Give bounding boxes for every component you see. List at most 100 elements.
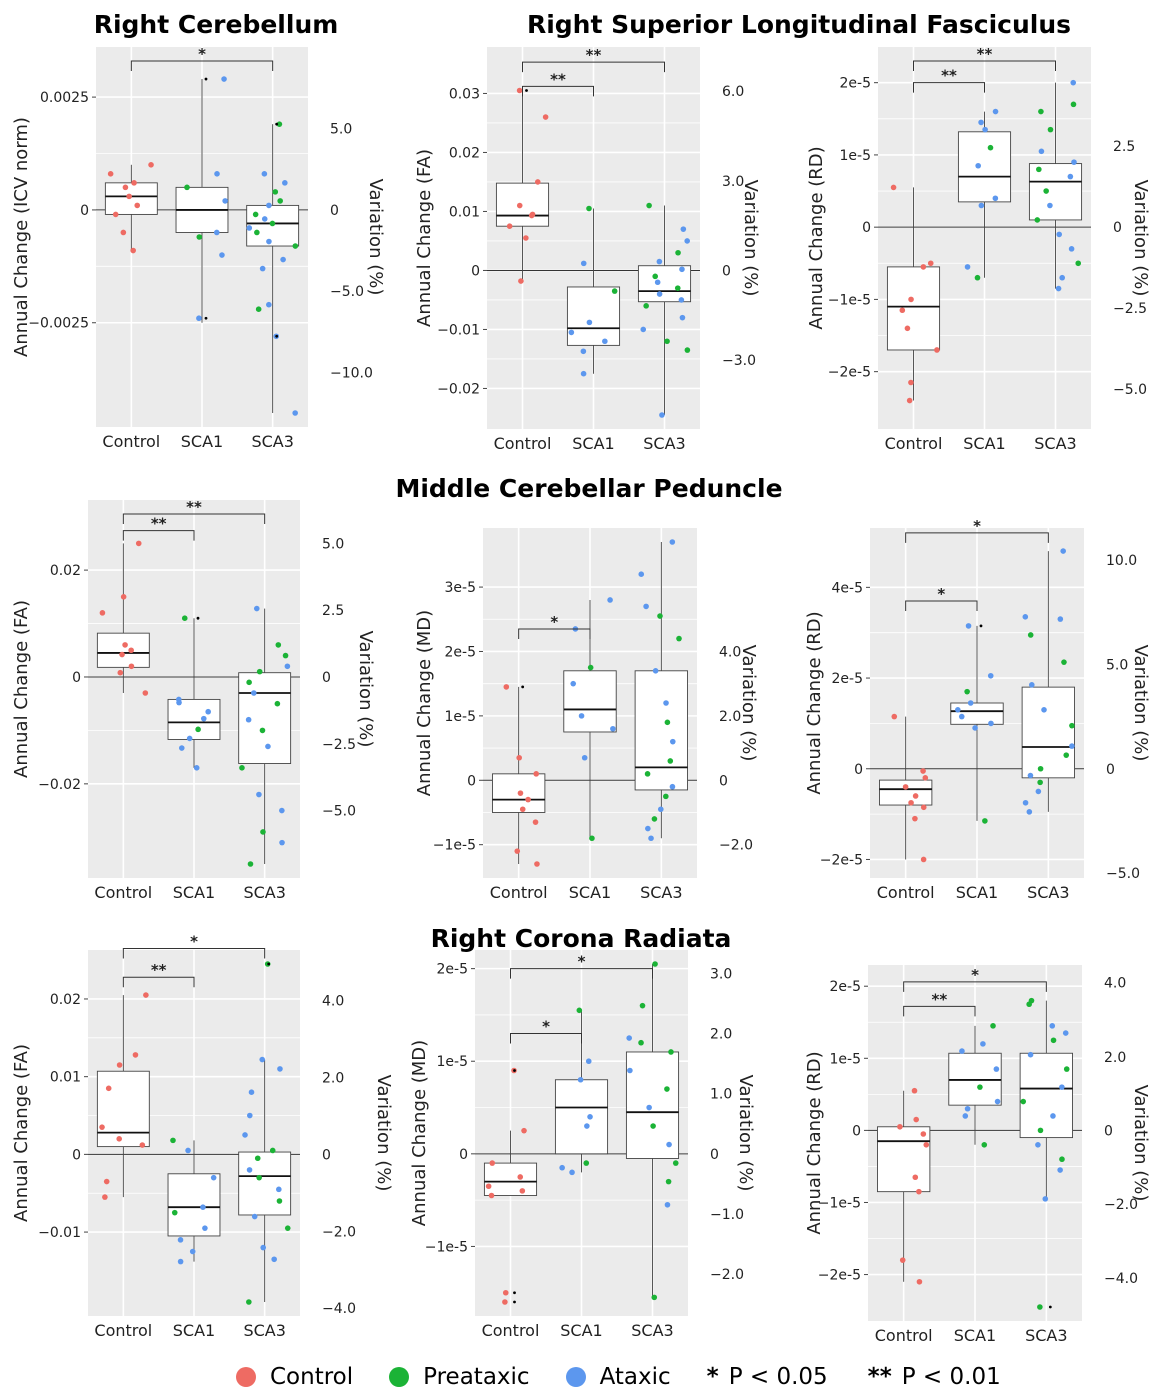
p9-sig-label-1: *	[971, 966, 979, 984]
p8-point-16	[569, 1169, 575, 1176]
p9-point-7	[899, 1257, 906, 1263]
p9-point-9	[990, 1023, 996, 1029]
p3-y2tick-label-2: −2.5	[1113, 301, 1147, 317]
p1-point-2	[131, 180, 137, 186]
p1-point-32	[266, 301, 272, 308]
p4-ylabel2: Variation (%)	[355, 631, 376, 748]
p5-point-33	[648, 835, 654, 842]
p6-point-24	[1041, 707, 1047, 713]
p9-point-29	[1035, 1142, 1041, 1148]
p5-xtick-label-1: SCA1	[569, 883, 611, 902]
p7-box-2	[238, 1151, 292, 1216]
p5-y2tick-label-0: 4.0	[719, 644, 741, 660]
p5-point-32	[645, 825, 651, 832]
p5-box-1	[563, 670, 617, 733]
p3-point-6	[934, 347, 940, 353]
p2-point-11	[611, 288, 618, 294]
p6-sig-label-1: *	[973, 517, 981, 535]
p3-point-8	[906, 397, 913, 404]
p7-point-8	[102, 1194, 108, 1200]
p1-point-5	[134, 202, 141, 209]
p2-sig-bracket-0	[522, 85, 594, 97]
p8-point-14	[583, 1160, 590, 1166]
p5-sig-label-0: *	[550, 613, 558, 631]
p4-sig-bracket-1	[122, 513, 266, 524]
p4-xtick-label-2: SCA3	[243, 883, 285, 902]
p9-box-2	[1019, 1052, 1073, 1139]
p6-point-26	[1069, 743, 1075, 749]
p9-point-8	[916, 1278, 923, 1285]
p2-point-19	[684, 238, 690, 244]
p2-point-10	[580, 260, 587, 267]
p9-point-2	[897, 1123, 903, 1130]
p1-y2tick-label-0: 5.0	[330, 122, 352, 138]
p4-point-16	[178, 745, 185, 751]
p9-point-23	[1027, 1051, 1034, 1058]
p9-ytick-label-4: −2e-5	[818, 1268, 861, 1284]
p2-point-30	[640, 326, 647, 333]
p1-point-26	[246, 225, 253, 231]
p2-ylabel: Annual Change (FA)	[414, 149, 435, 327]
p8-sig-label-0: *	[542, 1017, 550, 1035]
legend-item-control: Control	[236, 1364, 353, 1390]
p6-point-20	[1057, 616, 1064, 622]
p4-point-31	[279, 807, 285, 814]
p4-sig-label-1: **	[186, 498, 202, 516]
p3-y2tick-label-0: 2.5	[1113, 139, 1135, 155]
p4-point-18	[253, 605, 260, 612]
legend-sig-p05-stars: *	[706, 1364, 719, 1390]
p9-ylabel2: Variation (%)	[1130, 1085, 1151, 1202]
p1-y2tick-label-1: 0	[330, 203, 339, 219]
p3-point-13	[975, 162, 981, 169]
p5-point-30	[657, 806, 664, 813]
p7-point-31	[284, 1225, 291, 1231]
p9-sig-label-0: **	[931, 990, 947, 1008]
p7-xtick-label-1: SCA1	[173, 1321, 215, 1340]
p8-ytick-label-3: −1e-5	[425, 1239, 468, 1255]
p2-point-32	[684, 347, 691, 353]
p2-sig-bracket-1	[522, 61, 665, 73]
p6-point-25	[1069, 722, 1075, 729]
p3-point-20	[1038, 108, 1044, 115]
p8-point-28	[665, 1178, 672, 1185]
p9-y2tick-label-0: 4.0	[1104, 976, 1126, 992]
p8-point-29	[664, 1201, 671, 1208]
p7-point-33	[271, 1256, 277, 1263]
p2-point-33	[659, 412, 665, 418]
p5-point-26	[667, 758, 674, 764]
p6-point-15	[988, 720, 994, 727]
p2-point-22	[679, 266, 685, 273]
p2-point-0	[516, 87, 523, 94]
p9-point-1	[913, 1116, 920, 1123]
p8-point-1	[521, 1127, 527, 1134]
p4-point-0	[135, 540, 142, 547]
p7-ylabel: Annual Change (FA)	[11, 1044, 32, 1222]
p6-point-22	[1061, 659, 1067, 665]
p7-point-12	[200, 1204, 206, 1211]
p5-point-6	[532, 819, 539, 825]
p7-point-9	[170, 1137, 176, 1144]
p2-point-1	[542, 114, 549, 120]
p8-y2tick-label-0: 3.0	[710, 966, 732, 982]
p9-point-30	[1059, 1156, 1065, 1163]
p5-point-9	[607, 597, 613, 603]
p3-point-25	[1067, 173, 1074, 180]
p3-point-28	[1034, 217, 1041, 223]
p6-point-17	[982, 818, 988, 824]
p5-point-20	[657, 613, 663, 619]
p7-box-0	[96, 1070, 150, 1148]
p9-point-27	[1050, 1113, 1056, 1119]
p9-ytick-label-1: 1e-5	[830, 1051, 861, 1067]
p6-point-32	[1022, 799, 1029, 806]
p5-y2tick-label-2: 0	[719, 773, 728, 789]
p1-outlier-1	[204, 316, 208, 320]
p6-xtick-label-0: Control	[877, 883, 935, 902]
p6-box-2	[1021, 686, 1075, 779]
p4-point-4	[128, 647, 134, 654]
p4-point-24	[250, 690, 257, 696]
p1-y2tick-label-2: −5.0	[330, 284, 364, 300]
title-mcp: Middle Cerebellar Peduncle	[395, 474, 783, 503]
p5-ylabel2: Variation (%)	[738, 645, 759, 762]
p2-point-23	[652, 273, 659, 280]
p3-point-3	[908, 296, 914, 303]
